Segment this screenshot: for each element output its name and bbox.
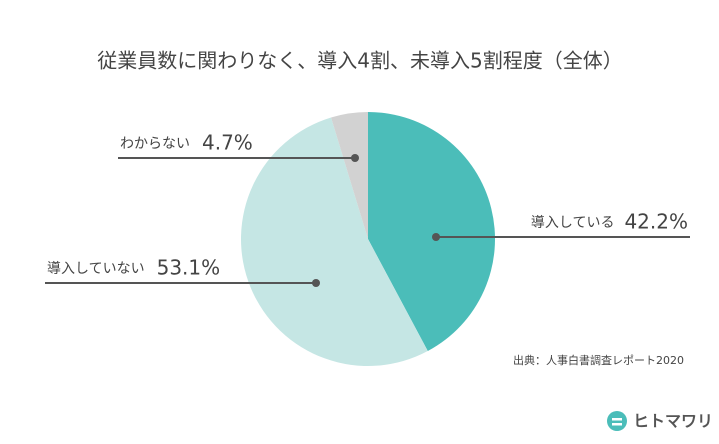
category-label: わからない — [120, 136, 190, 152]
logo-icon-bar — [612, 423, 622, 426]
category-label: 導入している — [531, 215, 615, 231]
brand: ヒトマワリ — [633, 412, 713, 431]
value-label: 4.7% — [202, 131, 253, 155]
pie — [241, 112, 495, 366]
logo-icon-bar — [612, 418, 622, 421]
leader-dot — [432, 233, 440, 241]
leader-dot — [351, 154, 359, 162]
pie-slice — [368, 112, 495, 352]
source: 出典：人事白書調査レポート2020 — [513, 353, 684, 367]
category-label: 導入していない — [47, 261, 145, 277]
logo: ヒトマワリ — [607, 411, 713, 431]
value-label: 53.1% — [157, 256, 221, 280]
logo-icon — [607, 411, 627, 431]
value-label: 42.2% — [624, 210, 688, 234]
leader-dot — [312, 279, 320, 287]
pie-slice — [241, 117, 428, 366]
chart-title: 従業員数に関わりなく、導入4割、未導入5割程度（全体） — [97, 49, 622, 73]
pie-slice — [331, 112, 368, 239]
